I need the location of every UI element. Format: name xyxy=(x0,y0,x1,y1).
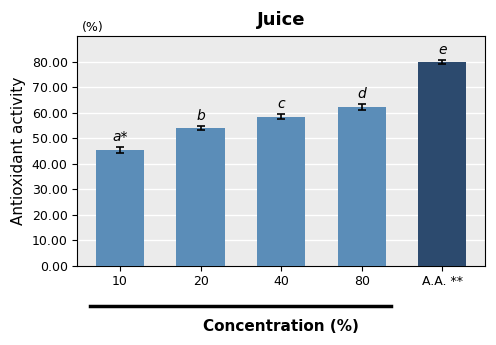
Bar xyxy=(96,150,144,266)
Y-axis label: Antioxidant activity: Antioxidant activity xyxy=(11,77,26,225)
Bar xyxy=(257,117,306,266)
Text: (%): (%) xyxy=(81,21,103,34)
X-axis label: Concentration (%): Concentration (%) xyxy=(203,319,359,334)
Bar xyxy=(418,62,466,266)
Bar xyxy=(177,128,225,266)
Title: Juice: Juice xyxy=(257,11,306,29)
Text: b: b xyxy=(196,109,205,124)
Text: e: e xyxy=(438,43,446,57)
Bar xyxy=(337,107,386,266)
Text: c: c xyxy=(277,97,285,111)
Text: d: d xyxy=(357,87,366,101)
Text: a*: a* xyxy=(112,129,128,144)
